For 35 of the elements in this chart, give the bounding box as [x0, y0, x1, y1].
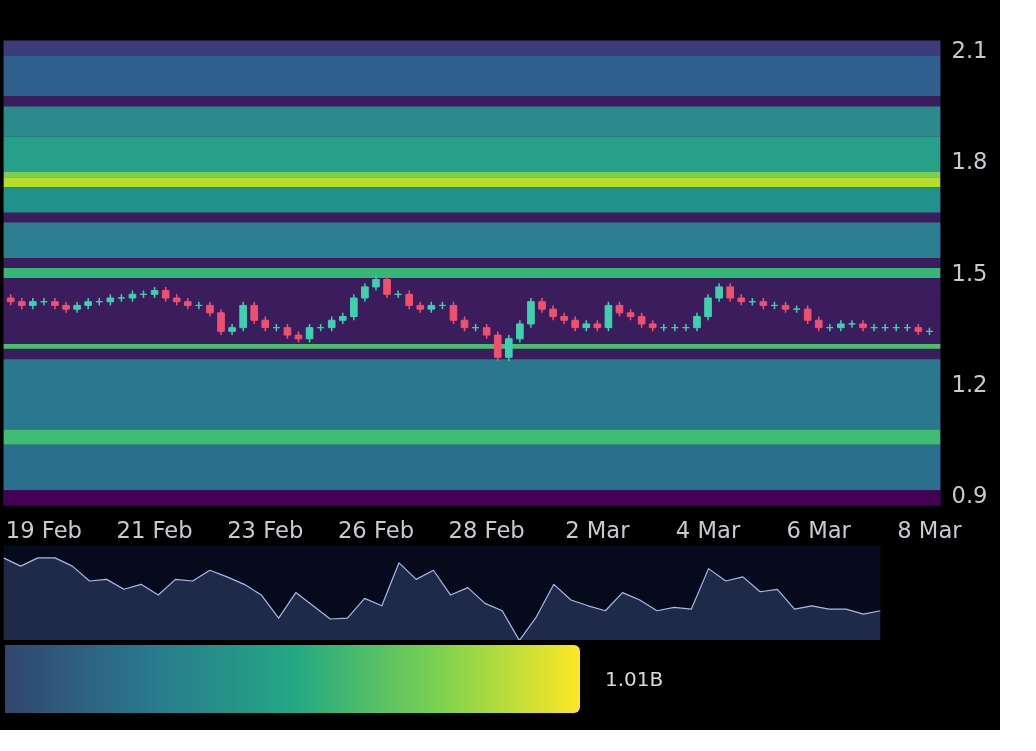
y-tick-label: 1.5: [951, 259, 988, 286]
candlestick: [449, 300, 458, 325]
candlestick: [405, 289, 413, 310]
candlestick: [604, 300, 613, 333]
x-tick-label: 8 Mar: [897, 516, 963, 543]
text: 1.01B: [605, 665, 664, 693]
x-tick-label: 6 Mar: [786, 516, 852, 543]
x-tick-label: 23 Feb: [227, 516, 304, 543]
y-tick-label: 1.2: [951, 370, 988, 397]
candlestick: [803, 304, 812, 325]
candlestick: [704, 293, 712, 321]
candlestick: [516, 319, 524, 344]
candlestick: [527, 297, 535, 329]
x-tick-label: 21 Feb: [116, 516, 193, 543]
candlestick: [693, 312, 701, 333]
candlestick: [361, 282, 369, 303]
candlestick: [239, 300, 247, 333]
x-tick-label: 4 Mar: [675, 516, 741, 543]
x-tick-label: 19 Feb: [5, 516, 82, 543]
candlestick: [250, 300, 259, 325]
candlestick: [350, 293, 358, 321]
x-tick-label: 26 Feb: [337, 516, 415, 543]
candlestick: [504, 334, 513, 362]
candlestick: [715, 282, 723, 303]
y-tick-label: 2.1: [951, 37, 988, 64]
candlestick: [217, 308, 225, 336]
candlestick: [493, 330, 502, 362]
candlestick: [848, 319, 856, 329]
x-tick-label: 2 Mar: [565, 516, 631, 543]
candlestick: [305, 323, 314, 344]
candlestick: [726, 282, 735, 303]
x-tick-label: 28 Feb: [448, 516, 525, 543]
y-tick-label: 0.9: [951, 481, 988, 508]
candlestick: [383, 275, 391, 299]
y-tick-label: 1.8: [951, 148, 988, 175]
